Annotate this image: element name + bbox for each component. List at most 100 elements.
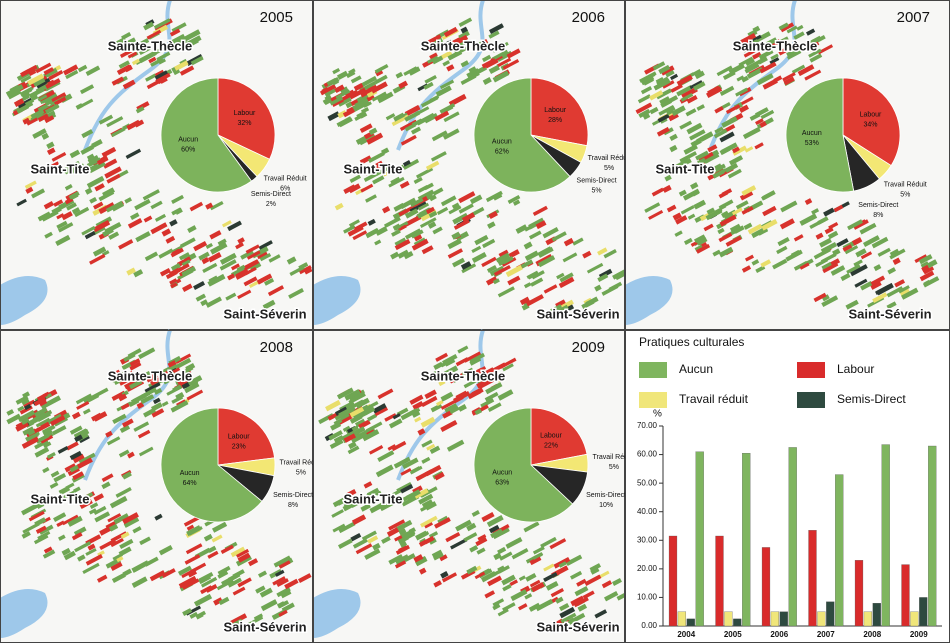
parcel bbox=[122, 568, 132, 577]
parcel bbox=[29, 431, 40, 440]
pie-value-label: 64% bbox=[183, 480, 197, 487]
parcel bbox=[98, 114, 114, 125]
parcel bbox=[409, 394, 424, 405]
parcel bbox=[395, 71, 404, 79]
parcel bbox=[652, 61, 666, 71]
pie-slice bbox=[217, 77, 276, 160]
parcel bbox=[386, 527, 400, 537]
parcel bbox=[424, 389, 437, 400]
parcel bbox=[72, 453, 85, 464]
bar bbox=[742, 452, 751, 627]
parcel bbox=[735, 200, 749, 210]
parcel bbox=[673, 160, 687, 170]
parcel bbox=[372, 403, 387, 414]
parcel bbox=[495, 252, 510, 263]
parcel bbox=[415, 530, 428, 541]
parcel bbox=[27, 73, 45, 86]
parcel bbox=[225, 292, 237, 301]
parcel bbox=[440, 391, 454, 402]
parcel bbox=[712, 249, 721, 257]
parcel bbox=[871, 236, 889, 249]
parcel bbox=[680, 205, 695, 215]
parcel bbox=[434, 110, 450, 122]
parcel bbox=[689, 80, 703, 90]
parcel bbox=[374, 407, 389, 417]
parcel bbox=[791, 64, 806, 74]
parcel bbox=[181, 382, 190, 390]
parcel bbox=[421, 245, 434, 255]
parcel bbox=[353, 221, 368, 232]
river bbox=[396, 329, 485, 481]
parcel bbox=[297, 573, 312, 583]
parcel bbox=[349, 87, 367, 100]
parcel bbox=[586, 262, 604, 274]
parcel bbox=[124, 197, 133, 204]
parcel bbox=[165, 235, 176, 244]
parcel bbox=[487, 575, 503, 587]
parcel bbox=[217, 570, 229, 579]
parcel bbox=[421, 499, 434, 508]
parcel bbox=[363, 101, 372, 108]
parcel bbox=[362, 492, 374, 501]
parcel bbox=[375, 464, 394, 478]
parcel bbox=[660, 95, 679, 107]
parcel bbox=[505, 264, 523, 278]
parcel bbox=[334, 202, 344, 211]
bar bbox=[668, 535, 678, 627]
parcel bbox=[21, 531, 31, 539]
parcel bbox=[338, 414, 353, 425]
parcel bbox=[492, 278, 500, 285]
parcel bbox=[778, 22, 789, 31]
parcel bbox=[877, 247, 891, 257]
parcel bbox=[425, 160, 440, 171]
parcel bbox=[93, 201, 104, 210]
parcel bbox=[743, 222, 753, 230]
parcel bbox=[221, 220, 232, 228]
parcel bbox=[582, 250, 592, 259]
parcel bbox=[616, 271, 626, 279]
parcel bbox=[718, 246, 734, 258]
parcel bbox=[17, 405, 25, 412]
parcel bbox=[713, 128, 728, 139]
bar bbox=[854, 560, 864, 627]
bar bbox=[761, 547, 771, 627]
parcel bbox=[404, 104, 421, 117]
parcel bbox=[33, 534, 49, 545]
parcel bbox=[221, 574, 238, 586]
parcel bbox=[414, 488, 429, 499]
parcel bbox=[127, 218, 143, 229]
parcel bbox=[403, 66, 418, 76]
place-label: Saint-Tite bbox=[31, 491, 90, 506]
parcel bbox=[123, 517, 140, 528]
parcel bbox=[712, 163, 726, 174]
panel-border bbox=[625, 330, 950, 643]
bar bbox=[817, 611, 826, 627]
parcel bbox=[662, 184, 672, 193]
parcel bbox=[385, 113, 396, 121]
parcel bbox=[706, 207, 716, 215]
parcel bbox=[104, 166, 122, 179]
parcel bbox=[105, 430, 113, 438]
parcel bbox=[177, 565, 192, 576]
parcel bbox=[374, 239, 382, 246]
parcel bbox=[122, 79, 136, 90]
parcel bbox=[549, 538, 567, 550]
pie-value-label: 34% bbox=[863, 122, 877, 129]
parcel bbox=[413, 554, 424, 563]
parcel bbox=[507, 275, 521, 286]
parcel bbox=[15, 395, 29, 405]
parcel bbox=[152, 397, 161, 405]
parcel bbox=[506, 48, 521, 59]
parcel bbox=[82, 408, 91, 415]
parcel bbox=[383, 216, 401, 228]
parcel bbox=[243, 259, 260, 271]
parcel bbox=[441, 572, 458, 583]
parcel bbox=[118, 60, 130, 69]
parcel bbox=[75, 103, 84, 110]
parcel bbox=[219, 259, 237, 271]
parcel bbox=[676, 84, 693, 97]
parcel bbox=[855, 248, 867, 258]
parcel bbox=[246, 250, 261, 260]
parcel bbox=[333, 418, 343, 426]
parcel bbox=[683, 237, 693, 245]
